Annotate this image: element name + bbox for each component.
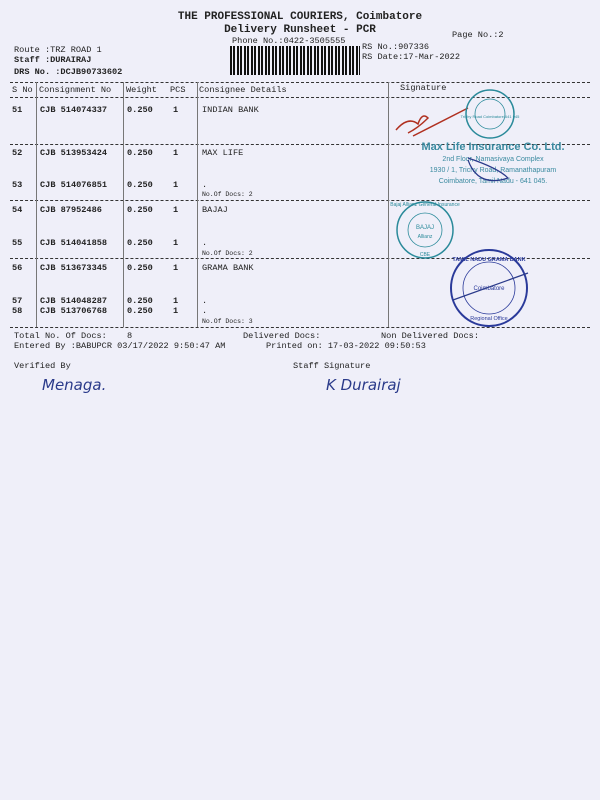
header-weight: Weight (126, 85, 157, 95)
cell-cons: CJB 514041858 (40, 238, 108, 248)
non-delivered-docs-label: Non Delivered Docs: (381, 331, 479, 341)
cell-sno: 58 (12, 306, 23, 316)
cell-pcs: 1 (173, 306, 179, 316)
staff-signature: K Durairaj (326, 376, 401, 394)
cell-sno: 52 (12, 148, 23, 158)
header-sno: S No (12, 85, 33, 95)
divider (10, 200, 590, 201)
cell-cons: CJB 513953424 (40, 148, 108, 158)
cell-cons: CJB 87952486 (40, 205, 102, 215)
handwritten-signature (395, 107, 469, 137)
cell-pcs: 1 (173, 180, 179, 190)
divider (10, 97, 590, 98)
document-title: Delivery Runsheet - PCR (224, 24, 376, 36)
column-line (388, 82, 389, 327)
cell-weight: 0.250 (127, 105, 153, 115)
cell-sno: 57 (12, 296, 23, 306)
cell-sno: 55 (12, 238, 23, 248)
cell-weight: 0.250 (127, 296, 153, 306)
stamp-text: CBE (420, 252, 431, 258)
stamp-text: Trichy Road Coimbatore 641 045 (461, 114, 521, 119)
header-signature: Signature (400, 83, 447, 93)
verified-by-label: Verified By (14, 361, 71, 371)
header-consignment: Consignment No (39, 85, 112, 95)
column-line (123, 82, 124, 327)
cell-pcs: 1 (173, 263, 179, 273)
docs-count: No.Of Docs: 2 (202, 191, 253, 198)
cell-weight: 0.250 (127, 180, 153, 190)
stamp-text: Coimbatore, Tamil Nadu - 641 045. (439, 178, 547, 185)
cell-sno: 56 (12, 263, 23, 273)
grama-bank-stamp: TAMIL NADU GRAMA BANK Coimbatore Regiona… (450, 249, 529, 327)
cell-details: GRAMA BANK (202, 263, 254, 273)
stamp-text: 1930 / 1, Trichy Road, Ramanathapuram (430, 167, 557, 174)
divider (10, 327, 590, 328)
cell-weight: 0.250 (127, 238, 153, 248)
cell-pcs: 1 (173, 296, 179, 306)
cell-pcs: 1 (173, 205, 179, 215)
cell-weight: 0.250 (127, 205, 153, 215)
stamp-text: Coimbatore (473, 286, 505, 292)
stamp-text: TAMIL NADU GRAMA BANK (452, 257, 525, 263)
total-docs-label: Total No. Of Docs: (14, 331, 107, 341)
max-life-stamp: Max Life Insurance Co. Ltd. 2nd Floor, N… (421, 141, 564, 185)
barcode (230, 46, 360, 75)
header-pcs: PCS (170, 85, 186, 95)
cell-cons: CJB 514048287 (40, 296, 108, 306)
cell-details: MAX LIFE (202, 148, 244, 158)
cell-cons: CJB 513706768 (40, 306, 108, 316)
printed-on: Printed on: 17-03-2022 09:50:53 (266, 341, 426, 351)
cell-details: . (202, 238, 208, 248)
verified-signature: Menaga. (42, 376, 107, 394)
delivered-docs-label: Delivered Docs: (243, 331, 321, 341)
rs-number: RS No.:907336 (362, 42, 430, 52)
cell-pcs: 1 (173, 148, 179, 158)
staff-signature-label: Staff Signature (293, 361, 371, 371)
column-line (197, 82, 198, 327)
cell-pcs: 1 (173, 105, 179, 115)
cell-weight: 0.250 (127, 148, 153, 158)
cell-details: . (202, 306, 208, 316)
cell-details: . (202, 296, 208, 306)
docs-count: No.Of Docs: 2 (202, 250, 253, 257)
cell-cons: CJB 513673345 (40, 263, 108, 273)
cell-details: BAJAJ (202, 205, 228, 215)
rs-date: RS Date:17-Mar-2022 (362, 52, 460, 62)
stamp-text: 2nd Floor, Namasivaya Complex (442, 156, 544, 163)
cell-details: . (202, 180, 208, 190)
stamps-signatures: Trichy Road Coimbatore 641 045 Max Life … (390, 89, 565, 327)
route: Route :TRZ ROAD 1 (14, 45, 102, 55)
stamp-text: Max Life Insurance Co. Ltd. (421, 141, 564, 153)
total-docs: 8 (127, 331, 133, 341)
cell-sno: 53 (12, 180, 23, 190)
page-number: Page No.:2 (452, 30, 504, 40)
staff: Staff :DURAIRAJ (14, 55, 92, 65)
divider (10, 82, 590, 83)
header-consignee: Consignee Details (199, 85, 287, 95)
cell-sno: 54 (12, 205, 23, 215)
company-title: THE PROFESSIONAL COURIERS, Coimbatore (177, 11, 423, 23)
cell-cons: CJB 514074337 (40, 105, 108, 115)
divider (10, 144, 590, 145)
entered-by: Entered By :BABUPCR 03/17/2022 9:50:47 A… (14, 341, 226, 351)
stamp-text: Regional Office (470, 316, 508, 322)
stamp-text: BAJAJ (416, 225, 434, 231)
cell-weight: 0.250 (127, 263, 153, 273)
cell-cons: CJB 514076851 (40, 180, 108, 190)
stamp-text: Bajaj Allianz General Insurance (390, 202, 460, 208)
divider (10, 258, 590, 259)
phone-number: Phone No.:0422-3505555 (232, 36, 346, 46)
cell-weight: 0.250 (127, 306, 153, 316)
bajaj-stamp: Bajaj Allianz General Insurance BAJAJ Al… (390, 201, 460, 259)
cell-sno: 51 (12, 105, 23, 115)
docs-count: No.Of Docs: 3 (202, 318, 253, 325)
indian-bank-stamp: Trichy Road Coimbatore 641 045 (461, 89, 521, 139)
cell-details: INDIAN BANK (202, 105, 259, 115)
cell-pcs: 1 (173, 238, 179, 248)
drs-number: DRS No. :DCJB90733602 (14, 67, 123, 77)
stamp-text: Allianz (418, 234, 433, 240)
column-line (36, 82, 37, 327)
